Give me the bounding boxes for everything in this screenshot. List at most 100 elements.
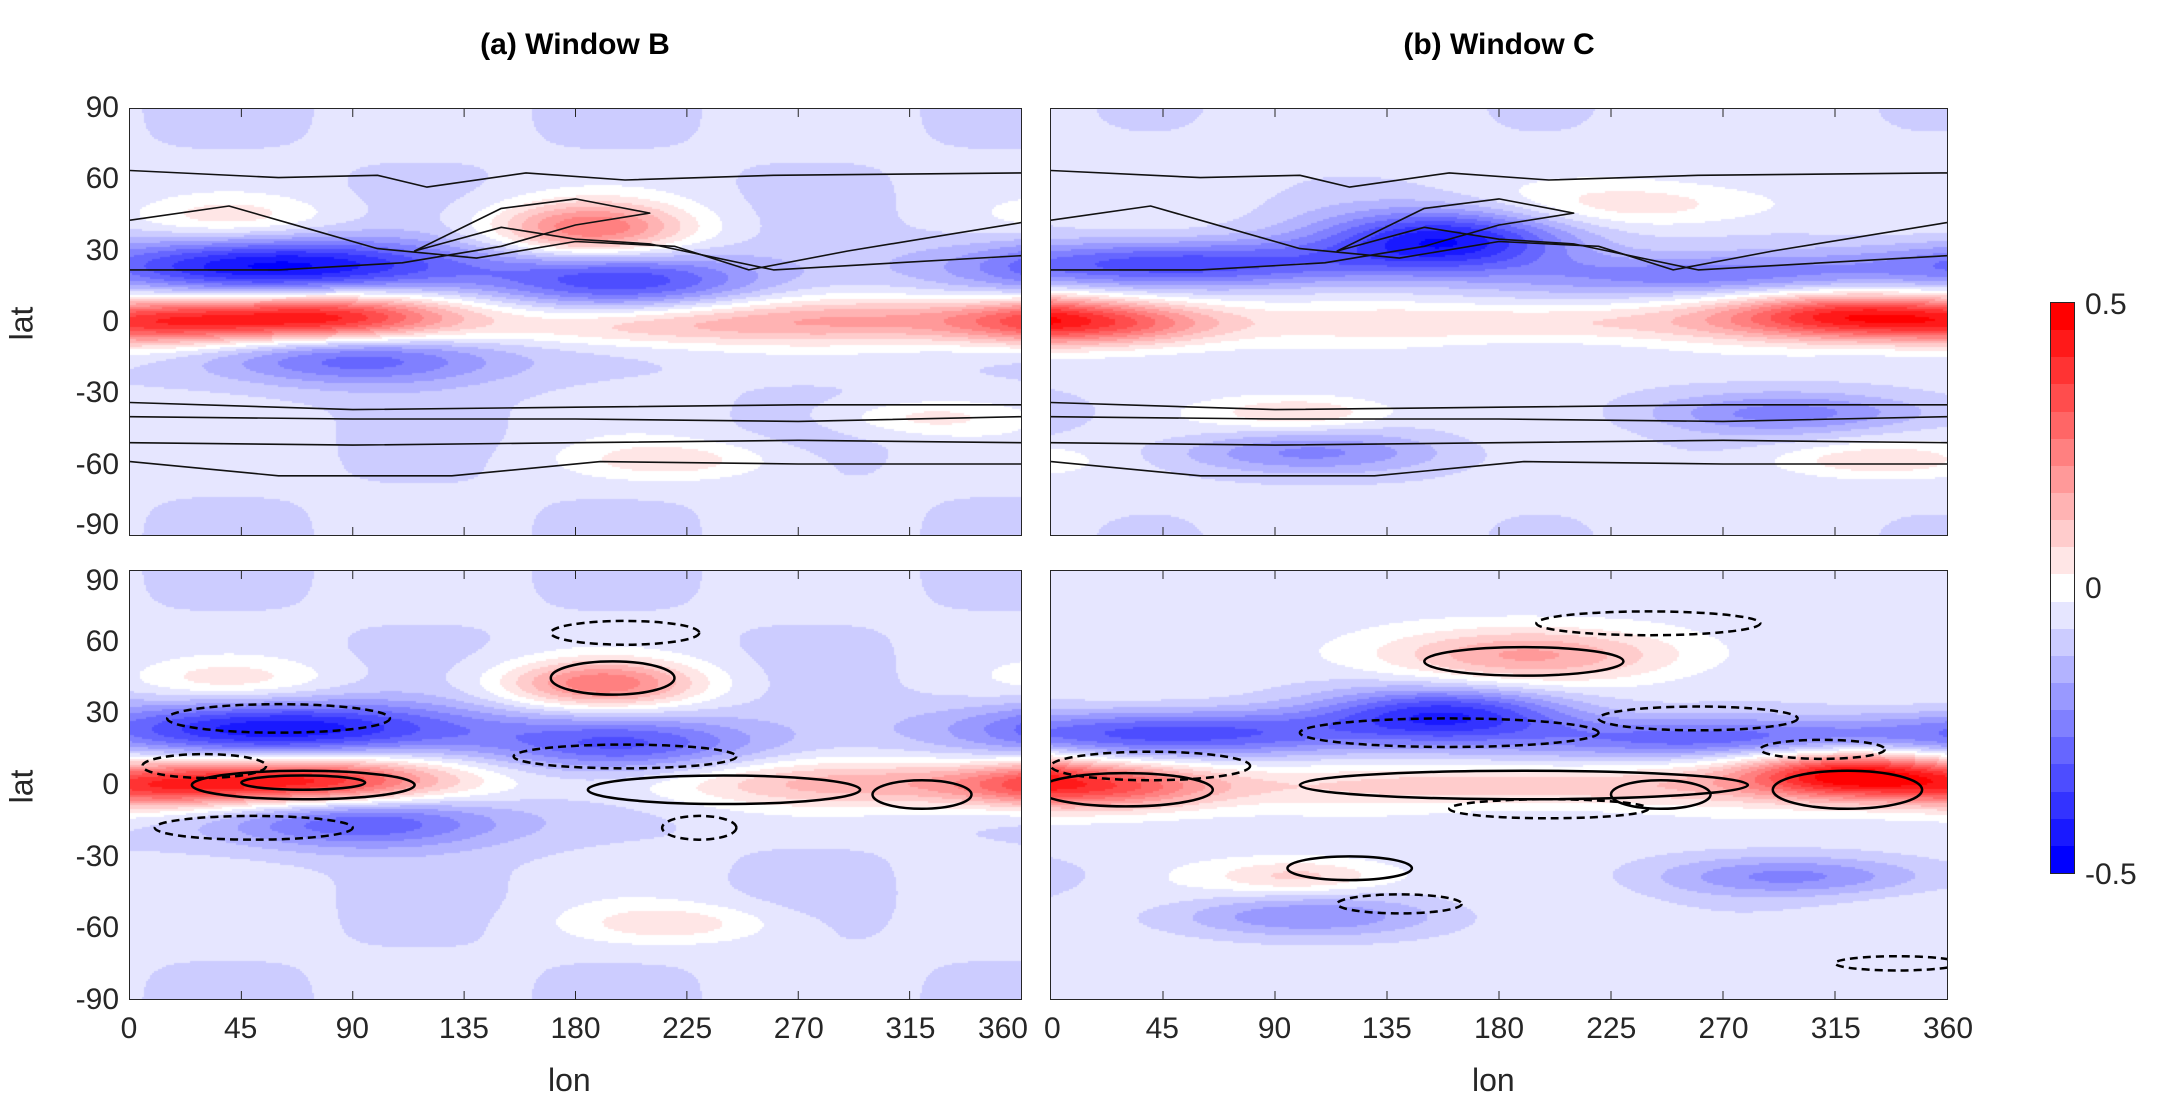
- contour-overlay: [1051, 109, 1947, 535]
- y-tick-label: -60: [75, 447, 119, 481]
- solid-contour: [1423, 645, 1625, 677]
- colorbar: [2050, 302, 2075, 874]
- x-tick-label: 360: [977, 1012, 1028, 1045]
- x-tick-label: 315: [1810, 1012, 1861, 1045]
- colorbar-level: [2051, 574, 2074, 602]
- x-tick-label: 225: [1586, 1012, 1637, 1045]
- y-tick-label: 60: [85, 624, 119, 658]
- y-tick-label: -30: [75, 376, 119, 410]
- contour-overlay: [141, 571, 973, 999]
- dashed-contour: [1447, 798, 1650, 820]
- climatology-contour: [1051, 169, 1947, 188]
- x-tick-label: 180: [1473, 1012, 1525, 1045]
- x-tick-label: 135: [438, 1012, 489, 1045]
- colorbar-tick-min: -0.5: [2085, 858, 2137, 891]
- x-tick-label: 270: [773, 1012, 824, 1045]
- y-tick-label: 90: [85, 91, 119, 124]
- solid-contour: [586, 774, 862, 806]
- y-axis-label-bottom: lat: [3, 769, 40, 804]
- solid-contour: [1051, 771, 1215, 808]
- solid-contour: [1298, 769, 1750, 801]
- climatology-contour: [1051, 415, 1947, 423]
- colorbar-level: [2051, 520, 2074, 548]
- colorbar-tick-zero: 0: [2085, 572, 2102, 605]
- y-tick-label: -90: [75, 508, 119, 541]
- dashed-contour: [549, 619, 701, 646]
- colorbar-level: [2051, 465, 2074, 493]
- x-axis-label-b: lon: [1472, 1062, 1515, 1098]
- map-panel-b-top: [1050, 108, 1948, 536]
- x-tick-label: 90: [335, 1012, 369, 1045]
- dashed-contour: [1335, 893, 1463, 915]
- colorbar-level: [2051, 682, 2074, 711]
- contour-overlay: [130, 109, 1021, 535]
- dashed-contour: [141, 752, 268, 780]
- dashed-contour: [165, 702, 392, 734]
- contour-overlay: [1051, 571, 1947, 999]
- x-tick-label: 270: [1698, 1012, 1749, 1045]
- colorbar-level: [2051, 411, 2074, 439]
- colorbar-level: [2051, 330, 2074, 358]
- colorbar-level: [2051, 845, 2074, 873]
- y-tick-label: -60: [75, 911, 119, 945]
- anomaly-field: [1051, 571, 1947, 999]
- map-panel-a-top: [129, 108, 1022, 536]
- climatology-contour: [130, 439, 1021, 446]
- climatology-contour: [1051, 401, 1947, 411]
- x-tick-label: 360: [1922, 1012, 1974, 1045]
- climatology-contour: [1051, 460, 1947, 477]
- colorbar-level: [2051, 710, 2074, 738]
- climatology-contour: [130, 205, 1021, 271]
- colorbar-level: [2051, 492, 2074, 521]
- y-tick-label: 60: [85, 162, 119, 196]
- colorbar-level: [2051, 438, 2074, 466]
- colorbar-level: [2051, 547, 2074, 575]
- x-tick-label: 225: [662, 1012, 713, 1045]
- map-panel-b-bottom: [1050, 570, 1948, 1000]
- solid-contour: [1771, 769, 1924, 811]
- x-tick-label: 135: [1361, 1012, 1412, 1045]
- climatology-contour: [1051, 198, 1947, 271]
- y-tick-label: -30: [75, 839, 119, 873]
- solid-contour: [240, 774, 367, 792]
- dashed-contour: [1535, 610, 1762, 637]
- y-tick-label: 90: [85, 564, 119, 597]
- dashed-contour: [153, 814, 354, 841]
- panel-title-b: (b) Window C: [1403, 28, 1595, 61]
- y-tick-label: 30: [85, 233, 119, 267]
- colorbar-level: [2051, 384, 2074, 412]
- y-tick-label: 30: [85, 696, 119, 730]
- colorbar-level: [2051, 791, 2074, 819]
- y-axis-label-top: lat: [3, 306, 40, 341]
- x-tick-label: 315: [885, 1012, 936, 1045]
- y-tick-label: -90: [75, 983, 119, 1016]
- panel-title-a: (a) Window B: [480, 28, 670, 61]
- dashed-contour: [1051, 750, 1252, 782]
- dashed-contour: [1759, 738, 1887, 761]
- x-tick-label: 0: [1044, 1012, 1061, 1045]
- dashed-contour: [1833, 954, 1947, 972]
- dashed-contour: [1597, 705, 1799, 732]
- x-axis-label-a: lon: [548, 1062, 591, 1098]
- climatology-contour: [130, 460, 1021, 477]
- x-tick-label: 45: [223, 1012, 258, 1045]
- x-tick-label: 90: [1257, 1012, 1292, 1045]
- dashed-contour: [512, 743, 738, 770]
- colorbar-level: [2051, 357, 2074, 385]
- colorbar-level: [2051, 628, 2074, 656]
- solid-contour: [549, 660, 676, 696]
- anomaly-field: [130, 571, 1021, 999]
- map-panel-a-bottom: [129, 570, 1022, 1000]
- solid-contour: [1609, 778, 1712, 811]
- colorbar-level: [2051, 655, 2074, 683]
- x-tick-label: 180: [550, 1012, 601, 1045]
- climatology-contour: [130, 415, 1021, 423]
- solid-contour: [871, 778, 973, 811]
- climatology-contour: [130, 169, 1021, 188]
- y-tick-label: 0: [102, 768, 119, 801]
- colorbar-level: [2051, 737, 2074, 765]
- solid-contour: [1286, 855, 1414, 882]
- colorbar-level: [2051, 818, 2074, 846]
- dashed-contour: [660, 814, 738, 841]
- y-tick-label: 0: [102, 305, 119, 338]
